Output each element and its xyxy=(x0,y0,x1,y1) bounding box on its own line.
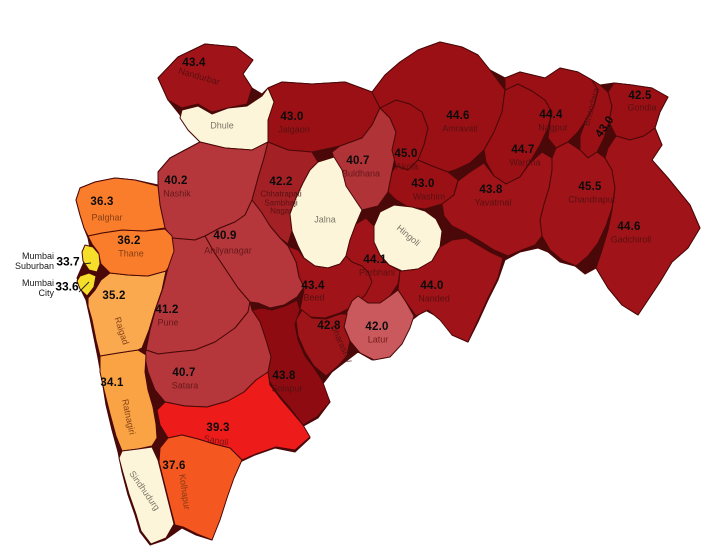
district-amravati xyxy=(371,41,506,173)
leader-line-mumbai-city xyxy=(78,281,90,293)
district-gadchiroli xyxy=(595,127,701,316)
district-mumbai-suburban xyxy=(81,244,101,273)
district-satara xyxy=(144,301,272,408)
district-palghar xyxy=(75,177,166,237)
district-sindhudurg xyxy=(118,446,175,545)
district-beed xyxy=(287,245,373,319)
district-dharashiv xyxy=(295,309,351,377)
district-ratnagiri xyxy=(99,349,158,452)
leader-line-mumbai-suburban xyxy=(82,262,92,265)
district-yavatmal xyxy=(441,151,553,257)
district-raigad xyxy=(87,270,167,357)
district-nagpur xyxy=(504,67,599,149)
district-nandurbar xyxy=(157,43,254,113)
district-gondia xyxy=(607,82,669,141)
